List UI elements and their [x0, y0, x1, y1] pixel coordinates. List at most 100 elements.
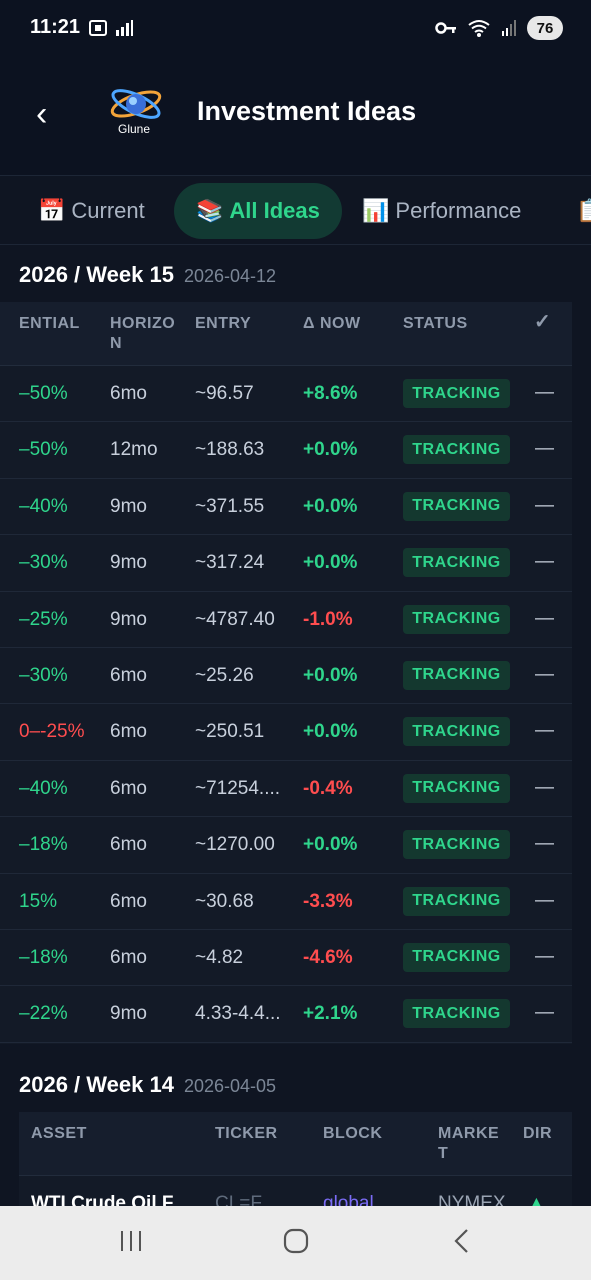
cell-check[interactable]: — — [535, 1002, 554, 1024]
ideas-table-week15[interactable]: ENTIAL HORIZO N ENTRY Δ NOW STATUS ✓ –50%… — [0, 302, 572, 1044]
table-row[interactable]: –18% 6mo ~1270.00 +0.0% TRACKING — — [0, 817, 572, 874]
wifi-icon — [468, 20, 490, 37]
tab-all-ideas[interactable]: 📚 All Ideas — [174, 183, 342, 239]
status-badge: TRACKING — [403, 717, 510, 747]
status-badge: TRACKING — [403, 999, 510, 1029]
cell-entry: ~4787.40 — [195, 608, 275, 630]
cell-horizon: 12mo — [110, 439, 158, 461]
cell-potential: –40% — [19, 495, 68, 517]
tab-current[interactable]: 📅 Current — [38, 183, 145, 239]
cell-delta-now: -0.4% — [303, 777, 353, 799]
glune-logo-icon — [110, 89, 162, 119]
cell-entry: ~250.51 — [195, 721, 265, 743]
cell-potential: –18% — [19, 946, 68, 968]
status-badge: TRACKING — [403, 942, 510, 972]
col-dir[interactable]: DIR — [523, 1125, 553, 1142]
cell-potential: –30% — [19, 552, 68, 574]
back-nav-icon[interactable] — [451, 1228, 473, 1254]
status-badge: TRACKING — [403, 379, 510, 408]
calendar-icon: 📅 — [38, 198, 66, 223]
cell-entry: ~25.26 — [195, 664, 254, 686]
col-horizon[interactable]: HORIZO N — [110, 315, 176, 352]
table-row[interactable]: –18% 6mo ~4.82 -4.6% TRACKING — — [0, 930, 572, 987]
table-row[interactable]: –40% 9mo ~371.55 +0.0% TRACKING — — [0, 479, 572, 536]
tab-performance[interactable]: 📊 Performance — [362, 183, 521, 239]
tab-more[interactable]: 📋 — [576, 183, 591, 239]
cell-horizon: 9mo — [110, 552, 147, 574]
status-badge: TRACKING — [403, 773, 510, 803]
section-title: 2026 / Week 15 2026-04-12 — [19, 262, 276, 288]
signal-small-icon — [116, 20, 133, 36]
cell-entry: ~188.63 — [195, 439, 265, 461]
table-row[interactable]: –40% 6mo ~71254.... -0.4% TRACKING — — [0, 761, 572, 818]
cell-potential: –25% — [19, 608, 68, 630]
tab-bar: 📅 Current 📚 All Ideas 📊 Performance 📋 — [0, 177, 591, 245]
cell-check[interactable]: — — [535, 833, 554, 855]
col-status[interactable]: STATUS — [403, 315, 468, 332]
status-badge: TRACKING — [403, 435, 510, 465]
page-title: Investment Ideas — [197, 96, 417, 126]
cell-horizon: 6mo — [110, 383, 147, 404]
status-badge: TRACKING — [403, 886, 510, 916]
col-delta-now[interactable]: Δ NOW — [303, 315, 361, 332]
col-market[interactable]: MARKE T — [438, 1125, 500, 1162]
table-row[interactable]: –30% 6mo ~25.26 +0.0% TRACKING — — [0, 648, 572, 705]
cell-entry: ~71254.... — [195, 777, 281, 799]
system-nav-bar — [0, 1206, 591, 1280]
bar-chart-icon: 📊 — [362, 198, 390, 223]
table-row[interactable]: 0–-25% 6mo ~250.51 +0.0% TRACKING — — [0, 704, 572, 761]
cell-check[interactable]: — — [535, 551, 554, 573]
cell-check[interactable]: — — [535, 945, 554, 967]
status-bar: 11:21 76 — [0, 0, 591, 56]
key-icon — [435, 22, 456, 34]
week-date: 2026-04-05 — [183, 1076, 277, 1096]
cell-check[interactable]: — — [535, 438, 554, 460]
cell-delta-now: +0.0% — [303, 495, 358, 517]
table-row[interactable]: –25% 9mo ~4787.40 -1.0% TRACKING — — [0, 592, 572, 648]
table-row[interactable]: –50% 6mo ~96.57 +8.6% TRACKING — — [0, 366, 572, 423]
cell-horizon: 9mo — [110, 495, 147, 517]
cell-entry: ~371.55 — [195, 495, 265, 517]
col-block[interactable]: BLOCK — [323, 1125, 383, 1142]
col-potential[interactable]: ENTIAL — [19, 315, 80, 332]
status-badge: TRACKING — [403, 491, 510, 521]
table-row[interactable]: –30% 9mo ~317.24 +0.0% TRACKING — — [0, 535, 572, 592]
cell-horizon: 6mo — [110, 721, 147, 743]
cell-delta-now: +0.0% — [303, 439, 358, 461]
status-badge: TRACKING — [403, 604, 510, 634]
cell-horizon: 6mo — [110, 834, 147, 856]
cell-entry: 4.33-4.4... — [195, 1003, 281, 1025]
table-row[interactable]: –50% 12mo ~188.63 +0.0% TRACKING — — [0, 422, 572, 479]
cell-check[interactable]: — — [535, 776, 554, 798]
tab-label: Current — [71, 198, 145, 223]
clipboard-icon: 📋 — [576, 198, 591, 224]
screenshot-icon — [89, 20, 107, 36]
table-row[interactable]: 15% 6mo ~30.68 -3.3% TRACKING — — [0, 874, 572, 930]
tab-label: All Ideas — [229, 198, 320, 223]
cell-potential: –18% — [19, 834, 68, 856]
cell-potential: –30% — [19, 664, 68, 686]
cell-check[interactable]: — — [535, 494, 554, 516]
cell-entry: ~1270.00 — [195, 834, 275, 856]
back-button[interactable]: ‹ — [36, 95, 48, 133]
cell-horizon: 6mo — [110, 664, 147, 686]
cell-check[interactable]: — — [535, 720, 554, 742]
home-icon[interactable] — [283, 1228, 309, 1254]
cell-delta-now: +0.0% — [303, 721, 358, 743]
col-check[interactable]: ✓ — [534, 311, 552, 333]
col-ticker[interactable]: TICKER — [215, 1125, 278, 1142]
cell-check[interactable]: — — [535, 607, 554, 629]
cell-check[interactable]: — — [535, 382, 554, 403]
cell-check[interactable]: — — [535, 889, 554, 911]
cell-horizon: 6mo — [110, 946, 147, 968]
cell-signal-icon — [502, 20, 516, 36]
col-asset[interactable]: ASSET — [31, 1125, 87, 1142]
recent-apps-icon[interactable] — [118, 1228, 144, 1254]
col-entry[interactable]: ENTRY — [195, 315, 252, 332]
cell-potential: –40% — [19, 777, 68, 799]
cell-check[interactable]: — — [535, 663, 554, 685]
cell-delta-now: +2.1% — [303, 1003, 358, 1025]
table-row[interactable]: –22% 9mo 4.33-4.4... +2.1% TRACKING — — [0, 986, 572, 1043]
cell-entry: ~317.24 — [195, 552, 265, 574]
cell-horizon: 6mo — [110, 777, 147, 799]
